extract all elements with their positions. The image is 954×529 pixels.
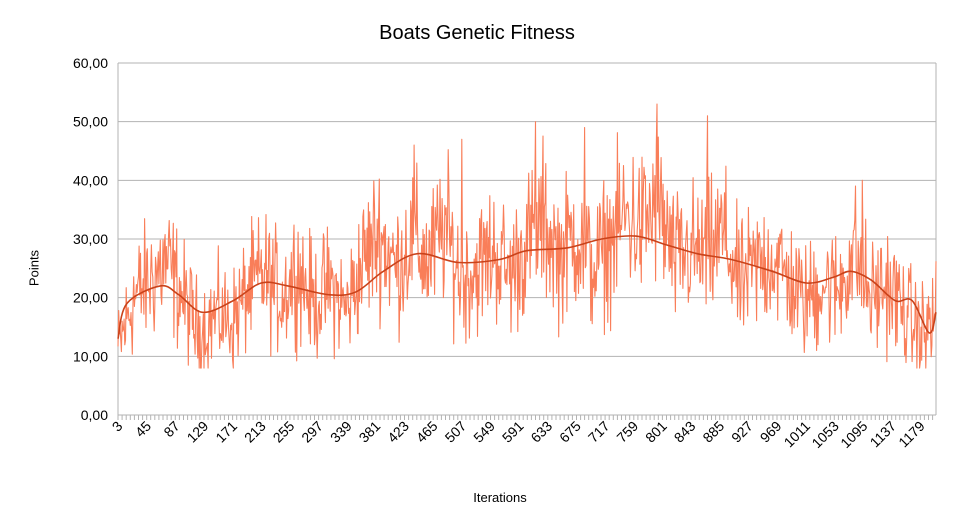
x-tick-label: 3 bbox=[109, 418, 126, 435]
x-tick-label: 633 bbox=[527, 418, 555, 446]
y-tick-label: 40,00 bbox=[73, 172, 108, 188]
series-raw-line bbox=[117, 103, 937, 369]
y-tick-label: 30,00 bbox=[73, 231, 108, 247]
x-tick-label: 87 bbox=[160, 418, 182, 440]
x-tick-label: 255 bbox=[270, 418, 298, 446]
x-tick-label: 171 bbox=[212, 418, 240, 446]
x-tick-label: 1011 bbox=[781, 418, 814, 451]
x-tick-label: 843 bbox=[671, 418, 699, 446]
x-tick-label: 927 bbox=[728, 418, 756, 446]
y-tick-label: 50,00 bbox=[73, 114, 108, 130]
y-tick-label: 10,00 bbox=[73, 348, 108, 364]
x-tick-label: 1095 bbox=[837, 418, 870, 451]
x-tick-label: 885 bbox=[699, 418, 727, 446]
x-tick-label: 381 bbox=[356, 418, 384, 446]
x-tick-label: 339 bbox=[327, 418, 355, 446]
x-minor-ticks bbox=[117, 415, 934, 420]
y-tick-label: 60,00 bbox=[73, 55, 108, 71]
x-tick-label: 213 bbox=[241, 418, 269, 446]
x-tick-label: 549 bbox=[470, 418, 498, 446]
x-tick-label: 1053 bbox=[808, 418, 841, 451]
x-tick-label: 45 bbox=[132, 418, 154, 440]
x-tick-label: 1179 bbox=[895, 418, 928, 451]
x-tick-label: 1137 bbox=[867, 418, 900, 451]
x-tick-label: 129 bbox=[184, 418, 212, 446]
y-tick-label: 0,00 bbox=[81, 407, 108, 423]
x-tick-label: 465 bbox=[413, 418, 441, 446]
x-tick-label: 717 bbox=[585, 418, 613, 446]
x-tick-label: 423 bbox=[384, 418, 412, 446]
x-tick-label: 297 bbox=[298, 418, 326, 446]
x-tick-label: 675 bbox=[556, 418, 584, 446]
series-trend-line bbox=[117, 235, 937, 339]
chart-title: Boats Genetic Fitness bbox=[379, 22, 575, 44]
y-tick-label: 20,00 bbox=[73, 290, 108, 306]
x-tick-label: 969 bbox=[757, 418, 785, 446]
x-tick-label: 801 bbox=[642, 418, 670, 446]
x-tick-label: 591 bbox=[499, 418, 527, 446]
x-tick-label: 507 bbox=[442, 418, 470, 446]
x-axis-label: Iterations bbox=[473, 490, 527, 505]
x-tick-label: 759 bbox=[613, 418, 641, 446]
